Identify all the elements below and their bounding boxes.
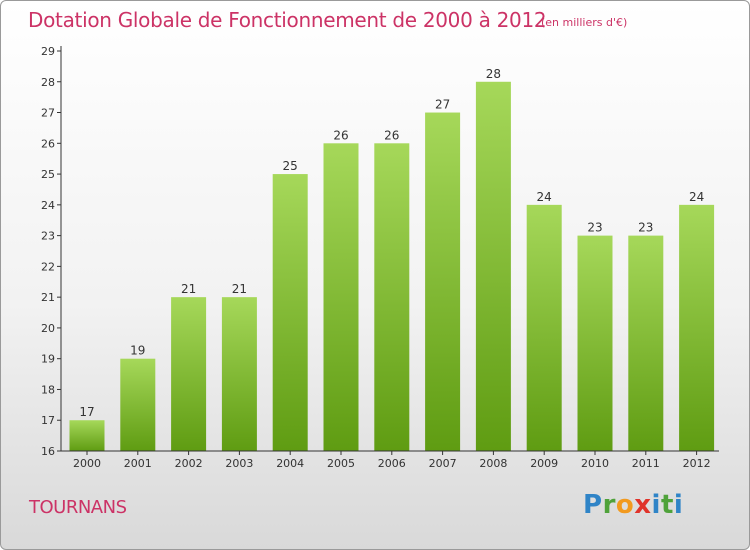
data-label: 27: [435, 98, 450, 112]
x-tick-label: 2006: [378, 457, 406, 470]
chart-subtitle: (en milliers d'€): [541, 16, 628, 29]
proxiti-logo: Proxiti: [583, 490, 683, 520]
bar: [221, 297, 257, 451]
bar: [679, 204, 715, 451]
data-label: 17: [79, 405, 94, 419]
bar: [374, 143, 410, 452]
data-label: 24: [537, 190, 552, 204]
x-tick-label: 2009: [530, 457, 558, 470]
x-tick-label: 2007: [429, 457, 457, 470]
y-tick-label: 23: [41, 230, 55, 243]
data-label: 24: [689, 190, 704, 204]
logo-letter: t: [660, 490, 674, 520]
chart-title: Dotation Globale de Fonctionnement de 20…: [28, 8, 547, 32]
y-tick-label: 18: [41, 383, 55, 396]
y-tick-label: 29: [41, 45, 55, 58]
bar: [425, 112, 461, 452]
commune-name: TOURNANS: [29, 497, 127, 518]
bar: [577, 235, 613, 451]
x-tick-label: 2012: [683, 457, 711, 470]
y-tick-label: 16: [41, 445, 55, 458]
x-tick-label: 2010: [581, 457, 609, 470]
data-label: 23: [587, 221, 602, 235]
logo-letter: r: [602, 490, 616, 520]
x-tick-label: 2000: [73, 457, 101, 470]
data-label: 28: [486, 67, 501, 81]
data-label: 21: [181, 282, 196, 296]
x-tick-label: 2011: [632, 457, 660, 470]
bar: [120, 358, 156, 451]
y-tick-label: 22: [41, 260, 55, 273]
logo-letter: i: [651, 490, 661, 520]
y-tick-label: 26: [41, 137, 55, 150]
logo-letter: o: [615, 490, 635, 520]
x-tick-label: 2002: [175, 457, 203, 470]
data-label: 25: [283, 159, 298, 173]
y-tick-label: 27: [41, 107, 55, 120]
bar: [272, 174, 308, 452]
bar: [171, 297, 207, 451]
x-tick-label: 2004: [276, 457, 304, 470]
bar: [628, 235, 664, 451]
y-tick-label: 24: [41, 199, 55, 212]
y-tick-label: 20: [41, 322, 55, 335]
logo-letter: x: [634, 490, 652, 520]
x-tick-label: 2005: [327, 457, 355, 470]
y-tick-label: 19: [41, 353, 55, 366]
data-label: 19: [130, 344, 145, 358]
x-tick-label: 2001: [124, 457, 152, 470]
bar: [475, 81, 511, 452]
data-label: 26: [384, 128, 399, 142]
bar: [69, 420, 105, 451]
data-label: 26: [333, 128, 348, 142]
y-tick-label: 28: [41, 76, 55, 89]
y-tick-label: 25: [41, 168, 55, 181]
bar: [323, 143, 359, 452]
y-tick-label: 17: [41, 414, 55, 427]
y-tick-label: 21: [41, 291, 55, 304]
logo-letter: P: [583, 490, 603, 520]
bar: [526, 204, 562, 451]
data-label: 23: [638, 221, 653, 235]
data-label: 21: [232, 282, 247, 296]
logo-letter: i: [673, 490, 684, 520]
x-tick-label: 2008: [479, 457, 507, 470]
x-tick-label: 2003: [225, 457, 253, 470]
